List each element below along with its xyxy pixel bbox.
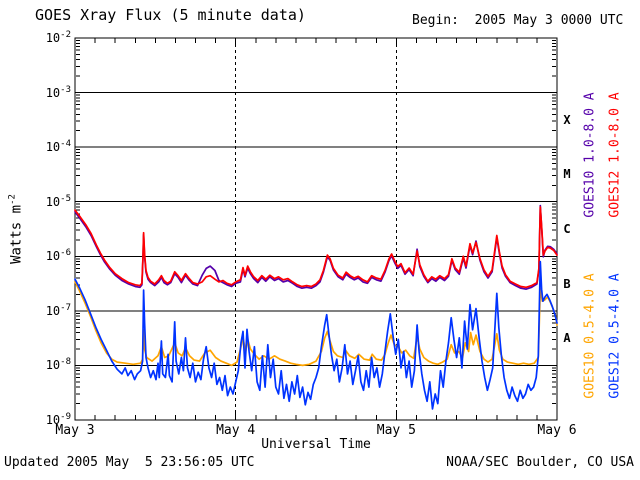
legend-goes12-short: GOES12 0.5-4.0 A (607, 273, 623, 399)
x-tick-label: May 6 (537, 423, 577, 438)
flare-class-label-x: X (563, 112, 571, 127)
y-tick-label: 10-9 (45, 412, 71, 427)
x-tick-label: May 5 (376, 423, 416, 438)
source-attribution: NOAA/SEC Boulder, CO USA (446, 455, 634, 470)
series-goes10-short-line (74, 281, 558, 367)
y-tick-label: 10-4 (45, 139, 71, 155)
legend-goes10-long: GOES10 1.0-8.0 A (582, 92, 598, 218)
y-tick-label: 10-5 (45, 193, 71, 209)
y-axis-label: Watts m-2 (8, 194, 25, 264)
x-tick-label: May 3 (55, 423, 95, 438)
x-tick-label: May 4 (216, 423, 256, 438)
begin-time-label: Begin: 2005 May 3 0000 UTC (412, 13, 624, 28)
series-goes12-long-line (74, 206, 558, 289)
series-goes12-short-line (74, 260, 558, 410)
y-axis-label-exponent: -2 (7, 194, 18, 205)
y-axis-label-text: Watts m (8, 204, 25, 264)
flare-class-label-m: M (563, 167, 571, 182)
plot-border (74, 37, 558, 421)
x-axis-label: Universal Time (261, 437, 371, 452)
y-tick-label: 10-2 (45, 30, 71, 45)
flare-class-label-a: A (563, 331, 571, 346)
legend-goes12-long: GOES12 1.0-8.0 A (607, 92, 623, 218)
updated-timestamp: Updated 2005 May 5 23:56:05 UTC (4, 455, 255, 470)
chart-title: GOES Xray Flux (5 minute data) (35, 6, 306, 24)
y-tick-label: 10-7 (45, 302, 71, 318)
y-tick-label: 10-8 (45, 357, 71, 373)
y-tick-label: 10-3 (45, 84, 71, 100)
flare-class-label-c: C (563, 222, 571, 236)
flare-class-label-b: B (563, 276, 571, 291)
y-tick-label: 10-6 (45, 248, 71, 264)
legend-goes10-short: GOES10 0.5-4.0 A (582, 273, 598, 399)
